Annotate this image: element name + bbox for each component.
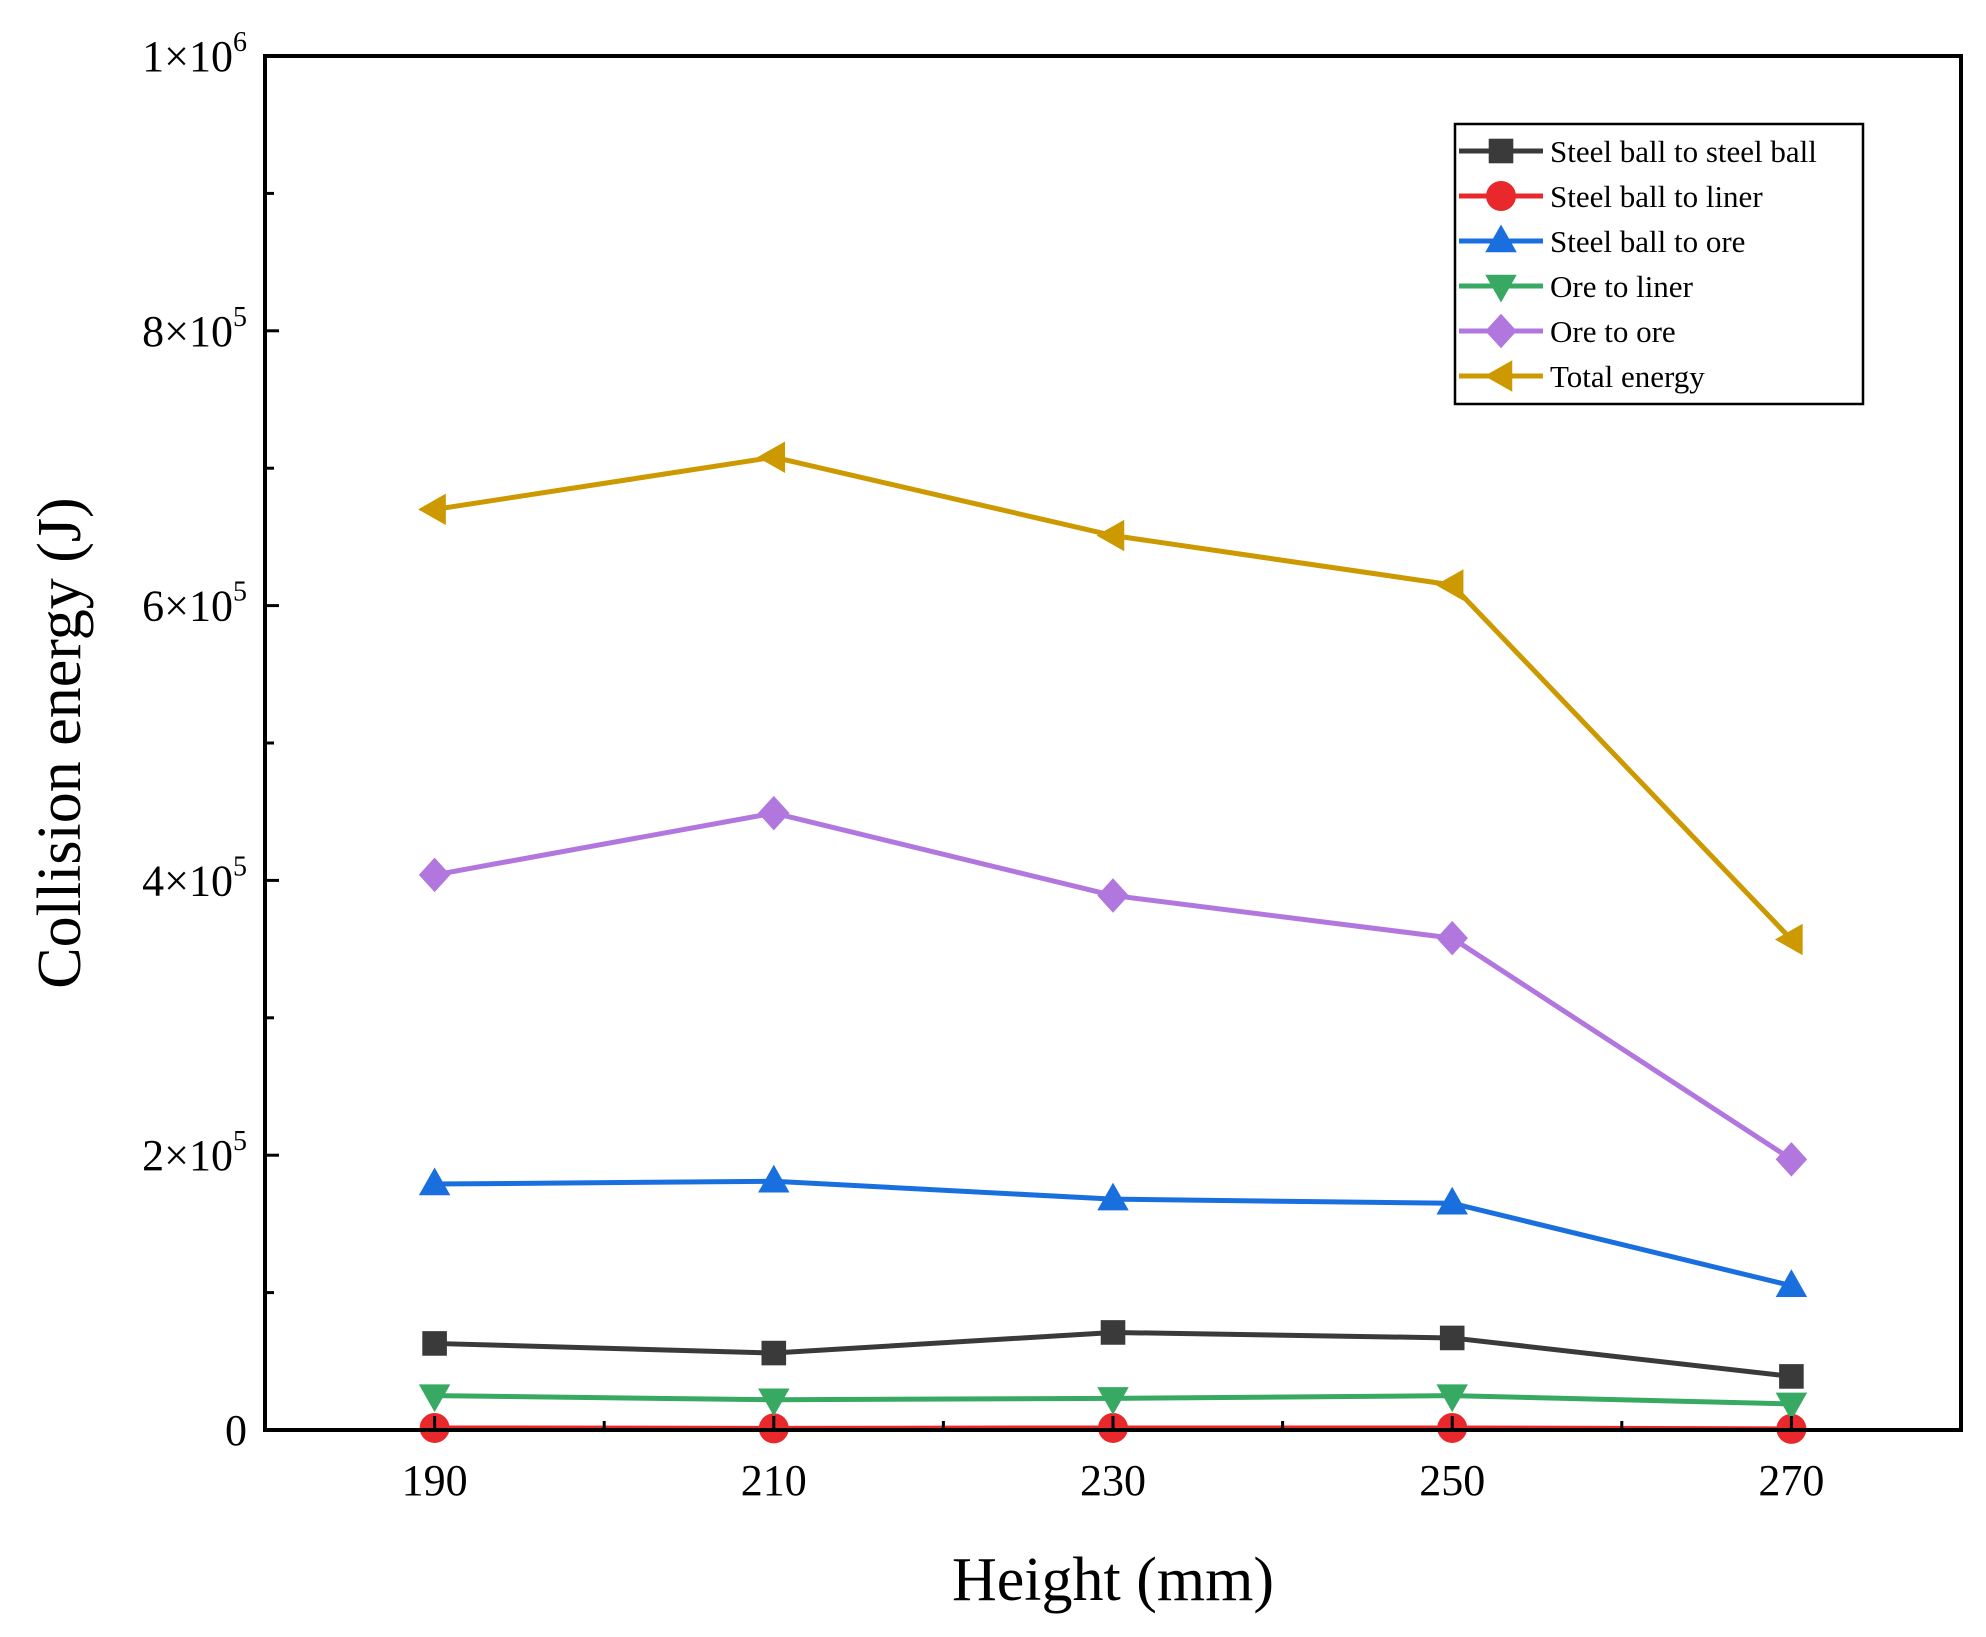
y-tick-mantissa: 1×10 bbox=[142, 32, 233, 81]
y-tick-label: 6×105 bbox=[142, 577, 247, 631]
x-axis-ticks: 190 210 230 250 270 bbox=[402, 1416, 1824, 1505]
data-point bbox=[418, 857, 451, 893]
legend-label: Steel ball to liner bbox=[1550, 179, 1763, 214]
series-layer bbox=[418, 441, 1808, 1444]
data-point bbox=[758, 1388, 790, 1417]
x-tick-label: 230 bbox=[1080, 1456, 1146, 1505]
data-point bbox=[1436, 1186, 1468, 1215]
series-0 bbox=[422, 1320, 1804, 1389]
y-tick-mantissa: 6×10 bbox=[142, 582, 233, 631]
y-tick-exponent: 6 bbox=[233, 27, 247, 58]
legend-item: Ore to ore bbox=[1459, 313, 1676, 349]
y-tick-label: 1×106 bbox=[142, 27, 247, 81]
series-5 bbox=[418, 441, 1803, 956]
data-point bbox=[1774, 923, 1803, 956]
data-point bbox=[1097, 878, 1129, 913]
legend-item: Steel ball to steel ball bbox=[1459, 134, 1817, 169]
data-point bbox=[1779, 1364, 1804, 1389]
legend-marker bbox=[1486, 181, 1516, 211]
legend-marker bbox=[1484, 360, 1513, 392]
legend-label: Steel ball to ore bbox=[1550, 224, 1745, 259]
data-point bbox=[422, 1331, 447, 1356]
data-point bbox=[1097, 1387, 1129, 1415]
legend-item: Steel ball to liner bbox=[1459, 179, 1763, 214]
x-tick-label: 270 bbox=[1758, 1456, 1824, 1505]
y-tick-label: 4×105 bbox=[142, 851, 247, 905]
x-axis-title: Height (mm) bbox=[952, 1546, 1274, 1614]
y-tick-mantissa: 2×10 bbox=[142, 1131, 233, 1180]
data-point bbox=[1775, 1392, 1808, 1421]
y-tick-mantissa: 8×10 bbox=[142, 307, 233, 356]
data-point bbox=[418, 493, 446, 526]
y-tick-exponent: 5 bbox=[233, 577, 247, 608]
series-3 bbox=[418, 1384, 1808, 1421]
legend-marker bbox=[1485, 274, 1517, 303]
data-point bbox=[1100, 1320, 1126, 1345]
x-tick-label: 190 bbox=[402, 1456, 468, 1505]
y-tick-mantissa: 0 bbox=[225, 1406, 247, 1455]
data-point bbox=[1439, 1325, 1465, 1351]
legend-label: Ore to ore bbox=[1550, 314, 1676, 349]
series-4 bbox=[418, 795, 1808, 1177]
data-point bbox=[1435, 569, 1464, 601]
data-point bbox=[1097, 1182, 1129, 1211]
series-2 bbox=[418, 1164, 1808, 1297]
x-tick-label: 250 bbox=[1419, 1456, 1485, 1505]
data-point bbox=[418, 1167, 451, 1196]
y-tick-exponent: 5 bbox=[233, 851, 247, 882]
legend-marker bbox=[1485, 224, 1517, 253]
y-axis-title: Collision energy (J) bbox=[26, 497, 94, 988]
legend-item: Steel ball to ore bbox=[1459, 224, 1745, 259]
data-point bbox=[1436, 1384, 1468, 1413]
y-tick-exponent: 5 bbox=[233, 302, 247, 333]
legend-marker bbox=[1488, 138, 1514, 164]
legend-label: Total energy bbox=[1550, 359, 1705, 394]
y-tick-mantissa: 4×10 bbox=[142, 856, 233, 905]
legend: Steel ball to steel ball Steel ball to li… bbox=[1453, 122, 1865, 406]
y-tick-exponent: 5 bbox=[233, 1126, 247, 1157]
legend-label: Ore to liner bbox=[1550, 269, 1694, 304]
x-tick-label: 210 bbox=[741, 1456, 807, 1505]
data-point bbox=[1775, 1142, 1808, 1177]
data-point bbox=[757, 441, 786, 473]
legend-item: Ore to liner bbox=[1459, 269, 1694, 304]
legend-box bbox=[1453, 122, 1865, 406]
data-point bbox=[758, 1164, 790, 1193]
legend-label: Steel ball to steel ball bbox=[1550, 134, 1817, 169]
data-point bbox=[1775, 1269, 1808, 1297]
legend-marker bbox=[1485, 313, 1517, 349]
data-point bbox=[758, 795, 790, 831]
series-line bbox=[434, 810, 1793, 1162]
data-point bbox=[761, 1340, 787, 1366]
y-tick-label: 0 bbox=[225, 1406, 247, 1455]
y-tick-label: 2×105 bbox=[142, 1126, 247, 1180]
y-tick-label: 8×105 bbox=[142, 302, 247, 356]
data-point bbox=[1436, 920, 1468, 956]
data-point bbox=[1096, 519, 1125, 552]
data-point bbox=[418, 1384, 451, 1413]
legend-item: Total energy bbox=[1459, 359, 1705, 394]
